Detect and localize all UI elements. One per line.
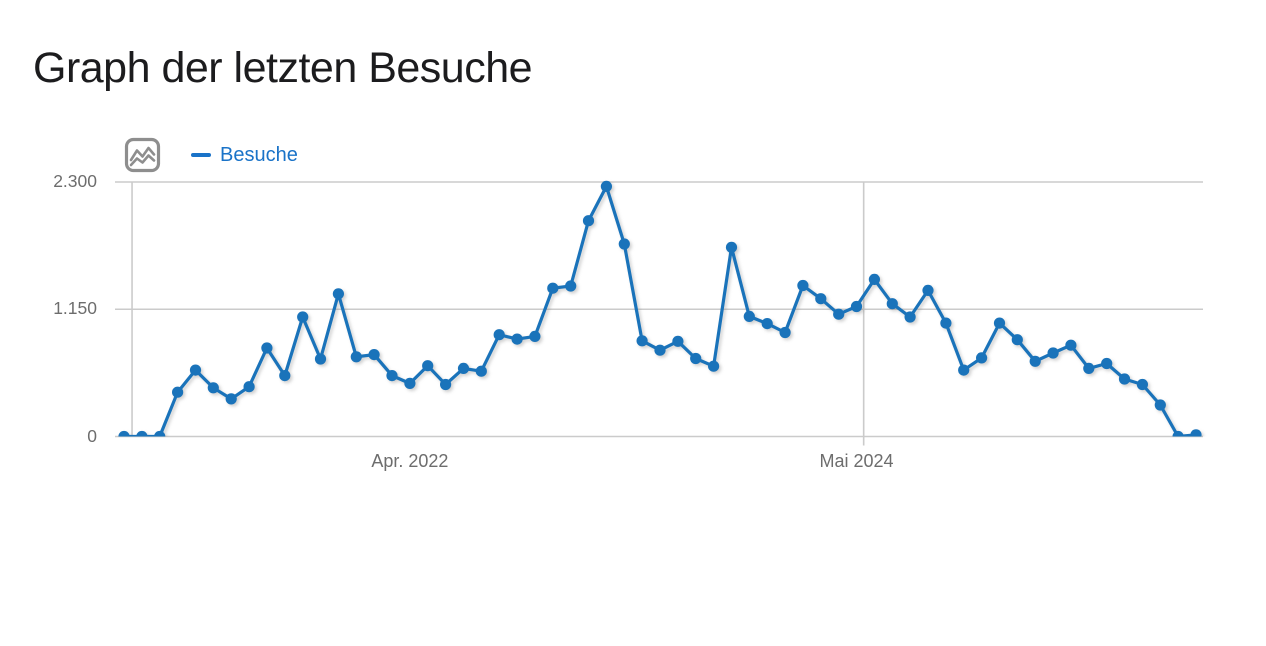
data-point[interactable] xyxy=(850,300,863,313)
data-point[interactable] xyxy=(422,360,434,372)
data-point[interactable] xyxy=(779,326,791,339)
data-point[interactable] xyxy=(922,284,934,296)
data-point[interactable] xyxy=(1136,378,1148,391)
data-point[interactable] xyxy=(976,352,988,364)
data-point[interactable] xyxy=(761,318,773,330)
data-point[interactable] xyxy=(1118,373,1131,385)
data-point[interactable] xyxy=(207,382,219,394)
data-point[interactable] xyxy=(940,317,952,329)
data-point[interactable] xyxy=(958,364,970,376)
data-point[interactable] xyxy=(1172,430,1184,442)
data-point[interactable] xyxy=(511,333,523,345)
legend-marker xyxy=(191,153,211,157)
data-point[interactable] xyxy=(1083,362,1095,374)
x-axis-tick-label: Mai 2024 xyxy=(819,451,894,471)
y-axis-tick-label: 0 xyxy=(87,425,97,446)
data-point[interactable] xyxy=(1047,347,1059,359)
data-point[interactable] xyxy=(297,311,309,323)
line-chart-image-icon[interactable] xyxy=(124,137,161,173)
data-point[interactable] xyxy=(386,370,398,382)
data-point[interactable] xyxy=(243,381,255,393)
data-point[interactable] xyxy=(582,215,595,227)
x-axis-tick-label: Apr. 2022 xyxy=(371,451,449,471)
data-point[interactable] xyxy=(797,279,809,292)
data-point[interactable] xyxy=(690,352,702,365)
data-point[interactable] xyxy=(404,377,416,389)
legend-item-besuche[interactable]: Besuche xyxy=(191,145,298,165)
data-point[interactable] xyxy=(493,329,505,341)
data-point[interactable] xyxy=(475,365,487,377)
data-point[interactable] xyxy=(1065,339,1077,351)
y-axis-tick-label: 2.300 xyxy=(53,171,97,191)
data-point[interactable] xyxy=(743,310,755,322)
data-point[interactable] xyxy=(654,344,666,356)
data-point[interactable] xyxy=(636,335,648,347)
data-point[interactable] xyxy=(1011,334,1023,346)
data-point[interactable] xyxy=(154,430,166,442)
data-point[interactable] xyxy=(279,370,291,382)
data-point[interactable] xyxy=(225,393,237,405)
data-point[interactable] xyxy=(350,351,362,363)
data-point[interactable] xyxy=(440,378,452,391)
data-point[interactable] xyxy=(457,362,470,374)
y-axis-tick-label: 1.150 xyxy=(53,298,97,319)
besuche-series xyxy=(118,180,1202,442)
data-point[interactable] xyxy=(172,386,184,398)
data-point[interactable] xyxy=(904,311,916,323)
data-point[interactable] xyxy=(332,288,344,300)
data-point[interactable] xyxy=(725,241,738,253)
data-point[interactable] xyxy=(833,308,845,320)
data-point[interactable] xyxy=(886,298,898,310)
data-point[interactable] xyxy=(815,293,827,305)
data-point[interactable] xyxy=(708,360,720,372)
data-point[interactable] xyxy=(565,280,577,292)
legend: Besuche xyxy=(124,136,298,174)
data-point[interactable] xyxy=(672,335,684,347)
data-point[interactable] xyxy=(618,238,630,250)
data-point[interactable] xyxy=(1190,429,1202,440)
data-point[interactable] xyxy=(1029,355,1041,367)
data-point[interactable] xyxy=(261,342,273,354)
data-point[interactable] xyxy=(136,430,148,442)
page-title: Graph der letzten Besuche xyxy=(33,44,533,92)
data-point[interactable] xyxy=(1154,399,1166,411)
data-point[interactable] xyxy=(600,180,613,192)
data-point[interactable] xyxy=(118,430,130,442)
data-point[interactable] xyxy=(529,330,541,342)
data-point[interactable] xyxy=(868,273,881,285)
legend-label: Besuche xyxy=(220,144,298,166)
data-point[interactable] xyxy=(189,364,202,376)
data-point[interactable] xyxy=(314,353,327,365)
besuche-line xyxy=(122,184,1198,437)
data-point[interactable] xyxy=(1101,357,1113,370)
data-point[interactable] xyxy=(368,349,380,361)
data-point[interactable] xyxy=(993,317,1006,329)
data-point[interactable] xyxy=(547,282,559,294)
